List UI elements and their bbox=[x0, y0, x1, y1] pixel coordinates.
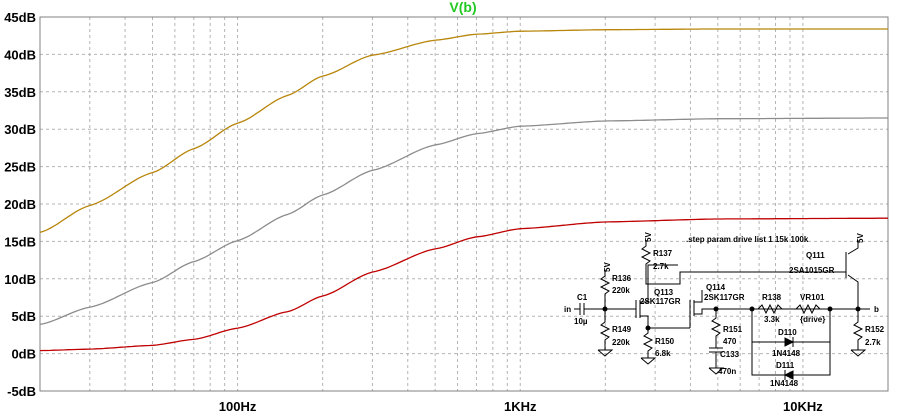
y-tick-label: 25dB bbox=[4, 160, 36, 175]
r149-resistor bbox=[599, 309, 611, 350]
wire bbox=[640, 315, 649, 328]
r136-value: 220k bbox=[612, 286, 630, 295]
series-line-2 bbox=[39, 117, 888, 326]
series-line-3 bbox=[39, 217, 888, 352]
circuit-schematic: .step param drive list 1 15k 100k in C1 … bbox=[564, 232, 885, 388]
y-tick-label: 45dB bbox=[4, 10, 36, 25]
x-tick-label: 10KHz bbox=[783, 399, 823, 414]
r149-value: 220k bbox=[612, 338, 630, 347]
d111-part: 1N4148 bbox=[770, 379, 799, 388]
y-axis-ticks: 45dB 40dB 35dB 30dB 25dB 20dB 15dB 10dB 5dB 0dB -5… bbox=[4, 10, 36, 399]
v5-label: 5V bbox=[603, 262, 612, 272]
vr101-value: {drive} bbox=[800, 315, 825, 324]
r152-value: 2.7k bbox=[865, 338, 881, 347]
r149-label: R149 bbox=[612, 325, 632, 334]
r138-resistor bbox=[757, 303, 783, 315]
q111-label: Q111 bbox=[806, 251, 825, 260]
junction-dot bbox=[827, 306, 833, 312]
y-tick-label: 15dB bbox=[4, 234, 36, 249]
y-tick-label: 35dB bbox=[4, 85, 36, 100]
input-label: in bbox=[564, 305, 571, 314]
q113-label: Q113 bbox=[654, 288, 674, 297]
r136-resistor bbox=[599, 270, 611, 309]
d110-label: D110 bbox=[778, 328, 797, 337]
y-tick-label: 20dB bbox=[4, 197, 36, 212]
y-tick-label: 0dB bbox=[11, 347, 36, 362]
q111-part: 2SA1015GR bbox=[789, 266, 835, 275]
y-tick-label: 5dB bbox=[11, 309, 36, 324]
q113-part: 2SK117GR bbox=[640, 297, 681, 306]
wire bbox=[694, 290, 703, 303]
r137-value: 2.7k bbox=[653, 262, 669, 271]
r151-value: 470 bbox=[723, 337, 737, 346]
x-tick-label: 100Hz bbox=[219, 399, 257, 414]
r150-value: 6.8k bbox=[655, 349, 671, 358]
r138-label: R138 bbox=[762, 293, 782, 302]
y-tick-label: -5dB bbox=[7, 384, 36, 399]
ground-symbol bbox=[850, 349, 867, 357]
series-group bbox=[39, 28, 888, 352]
output-label: b bbox=[874, 305, 879, 314]
q114-part: 2SK117GR bbox=[704, 293, 745, 302]
vr101-resistor bbox=[795, 303, 821, 315]
r137-resistor bbox=[640, 240, 846, 285]
y-tick-label: 30dB bbox=[4, 122, 36, 137]
c1-value: 10µ bbox=[574, 317, 588, 326]
junction-dot bbox=[749, 306, 755, 312]
c1-label: C1 bbox=[577, 293, 588, 302]
v5-label: 5V bbox=[856, 233, 865, 243]
r138-value: 3.3k bbox=[764, 315, 780, 324]
r151-resistor bbox=[710, 309, 722, 348]
vr101-label: VR101 bbox=[800, 293, 825, 302]
plot-frame bbox=[39, 16, 889, 392]
d111-diode bbox=[783, 370, 794, 380]
junction-dot bbox=[645, 325, 651, 331]
y-tick-label: 40dB bbox=[4, 47, 36, 62]
x-axis-ticks: 100Hz 1KHz 10KHz bbox=[219, 399, 823, 414]
d111-label: D111 bbox=[776, 361, 795, 370]
r151-label: R151 bbox=[723, 325, 743, 334]
ground-symbol bbox=[597, 349, 614, 357]
r150-resistor bbox=[642, 328, 654, 358]
r136-label: R136 bbox=[612, 274, 632, 283]
grid-lines bbox=[39, 16, 889, 392]
d110-diode bbox=[784, 337, 795, 347]
y-tick-label: 10dB bbox=[4, 272, 36, 287]
junction-dot bbox=[855, 306, 861, 312]
junction-dot bbox=[602, 306, 608, 312]
series-line-1 bbox=[39, 28, 888, 234]
q114-label: Q114 bbox=[706, 283, 726, 292]
r152-label: R152 bbox=[865, 325, 885, 334]
r150-label: R150 bbox=[655, 337, 675, 346]
x-tick-label: 1KHz bbox=[504, 399, 537, 414]
q111-collector bbox=[847, 274, 859, 309]
junction-dot bbox=[713, 306, 719, 312]
d110-part: 1N4148 bbox=[772, 349, 801, 358]
chart-title: V(b) bbox=[449, 0, 476, 15]
q111-emitter bbox=[847, 240, 859, 255]
c133-label: C133 bbox=[720, 350, 740, 359]
c133-value: 470n bbox=[718, 367, 736, 376]
ground-symbol bbox=[708, 367, 725, 375]
r152-resistor bbox=[852, 309, 864, 350]
r137-label: R137 bbox=[653, 249, 673, 258]
ground-symbol bbox=[640, 357, 657, 365]
step-directive: .step param drive list 1 15k 100k bbox=[686, 235, 809, 244]
v5-label: 5V bbox=[644, 232, 653, 242]
